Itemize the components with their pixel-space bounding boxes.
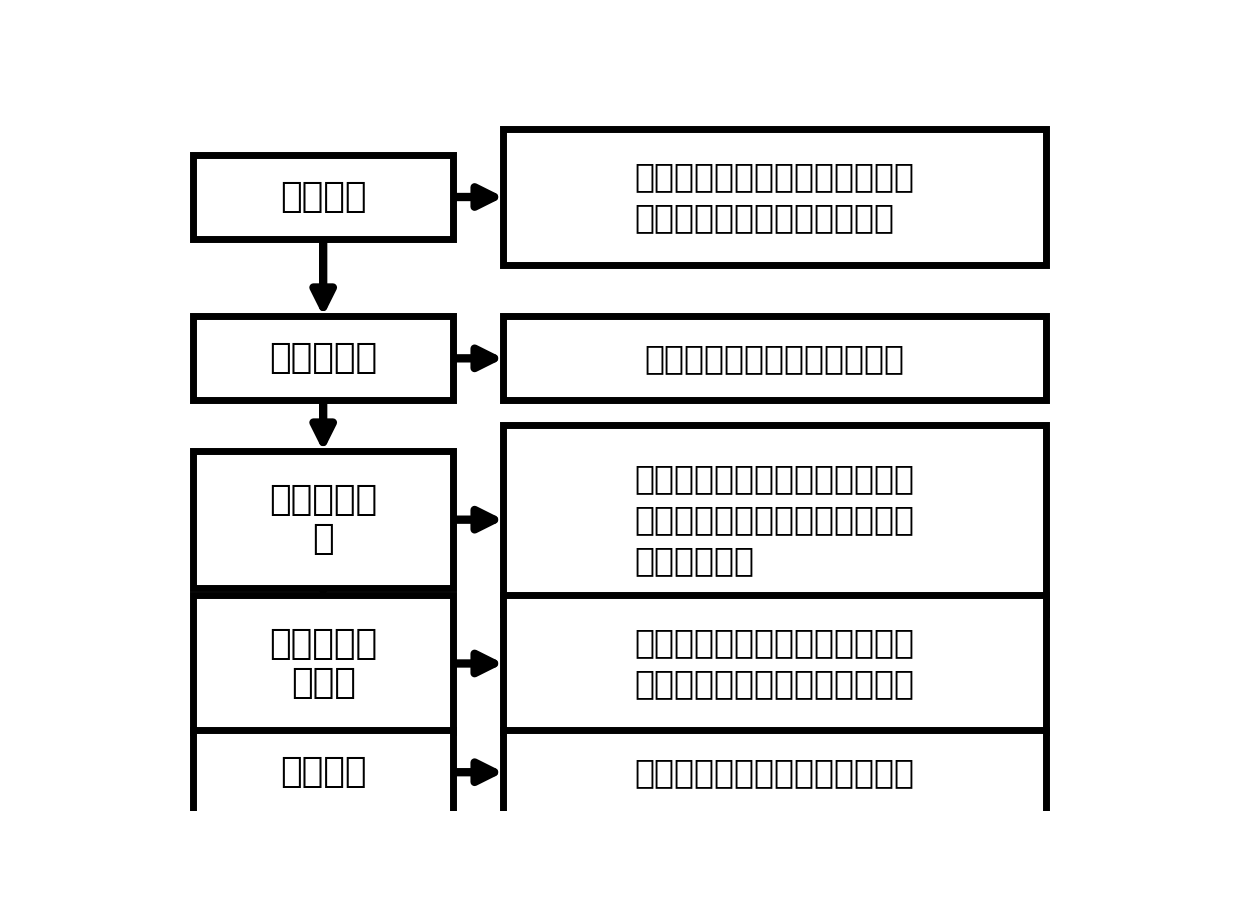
Text: 结果计算: 结果计算 [280,755,367,789]
FancyBboxPatch shape [193,595,453,732]
FancyBboxPatch shape [503,316,1047,401]
FancyBboxPatch shape [193,316,453,401]
Text: 称样，加浸提剂，振荡，过滤: 称样，加浸提剂，振荡，过滤 [645,342,905,374]
Text: 浸提剂，钼锑贮备液，钼锑抗显
色剂，对比试剂，磷标准溶液: 浸提剂，钼锑贮备液，钼锑抗显 色剂，对比试剂，磷标准溶液 [635,160,915,234]
Text: 标准曲线测
定: 标准曲线测 定 [269,483,377,557]
Text: 计算回归方程和土壤速效磷含量: 计算回归方程和土壤速效磷含量 [635,756,915,789]
Text: 吸取标准系列，补充浸提剂，加
水，加显色剂，摇动赶气泡，显
色，测吸光度: 吸取标准系列，补充浸提剂，加 水，加显色剂，摇动赶气泡，显 色，测吸光度 [635,463,915,577]
FancyBboxPatch shape [503,128,1047,265]
FancyBboxPatch shape [503,595,1047,732]
FancyBboxPatch shape [193,730,453,814]
FancyBboxPatch shape [503,425,1047,614]
FancyBboxPatch shape [193,451,453,589]
Text: 待测液中磷
的测定: 待测液中磷 的测定 [269,627,377,701]
Text: 吸取提取液，加水，加显色剂，
摇动赶气泡，显色，测定吸光度: 吸取提取液，加水，加显色剂， 摇动赶气泡，显色，测定吸光度 [635,627,915,701]
Text: 试剂配置: 试剂配置 [280,180,367,214]
Text: 待测液制备: 待测液制备 [269,342,377,375]
FancyBboxPatch shape [193,155,453,239]
FancyBboxPatch shape [503,730,1047,814]
